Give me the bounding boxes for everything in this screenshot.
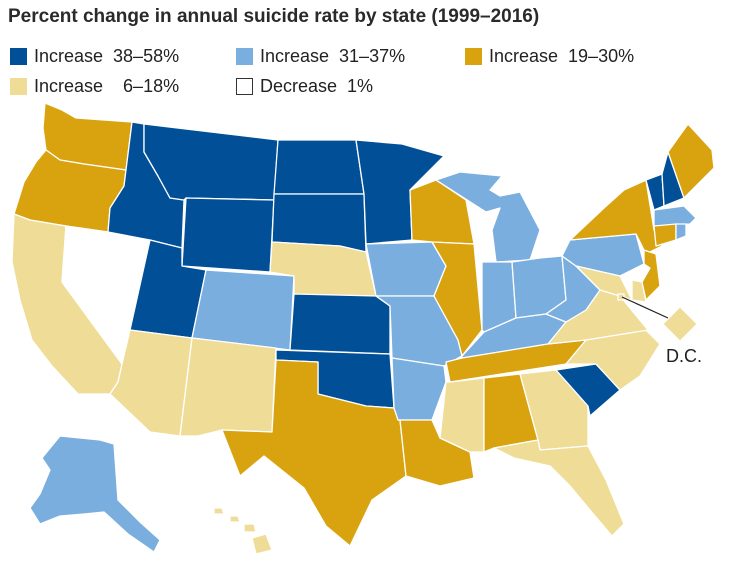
state-maryland: [575, 265, 633, 301]
legend-swatch: [465, 48, 482, 65]
legend-label: Increase 6–18%: [34, 76, 180, 96]
state-district-of-columbia: [617, 293, 625, 301]
legend-label: Increase 19–30%: [489, 46, 635, 66]
state-maine: [667, 123, 715, 199]
state-louisiana: [397, 419, 475, 487]
state-hawaii-island-3: [243, 523, 257, 533]
state-arkansas: [391, 357, 447, 421]
legend-item-increase-19-30: Increase 19–30%: [465, 46, 634, 67]
map-title: Percent change in annual suicide rate by…: [8, 6, 540, 27]
legend-item-decrease-1: Decrease 1%: [236, 76, 373, 97]
dc-callout-marker: [662, 306, 698, 342]
state-hawaii: [213, 507, 225, 515]
dc-label: D.C.: [666, 346, 702, 366]
legend-label: Decrease 1%: [260, 76, 374, 96]
state-colorado: [191, 269, 295, 351]
state-connecticut: [653, 223, 677, 247]
state-florida: [493, 439, 625, 537]
state-mississippi: [439, 377, 485, 453]
dc-callout-line: [621, 296, 669, 319]
state-new-mexico: [179, 337, 277, 437]
state-hawaii-island-2: [229, 515, 241, 523]
legend-swatch: [10, 48, 27, 65]
state-michigan: [435, 171, 541, 263]
state-south-carolina: [555, 363, 621, 417]
legend-label: Increase 38–58%: [34, 46, 180, 66]
state-iowa: [365, 241, 447, 297]
legend-swatch: [10, 78, 27, 95]
state-kansas: [289, 293, 391, 355]
state-wyoming: [181, 197, 275, 273]
legend-swatch: [236, 78, 253, 95]
legend-label: Increase 31–37%: [260, 46, 406, 66]
state-rhode-island: [675, 223, 687, 241]
state-texas: [221, 359, 407, 547]
state-alaska: [29, 435, 161, 553]
legend-swatch: [236, 48, 253, 65]
state-new-jersey: [641, 249, 661, 301]
legend-item-increase-38-58: Increase 38–58%: [10, 46, 179, 67]
state-illinois: [431, 241, 483, 357]
state-north-dakota: [273, 139, 365, 195]
state-massachusetts: [653, 205, 697, 227]
state-hawaii-big-island: [251, 533, 273, 555]
legend-item-increase-6-18: Increase 6–18%: [10, 76, 179, 97]
legend-item-increase-31-37: Increase 31–37%: [236, 46, 405, 67]
